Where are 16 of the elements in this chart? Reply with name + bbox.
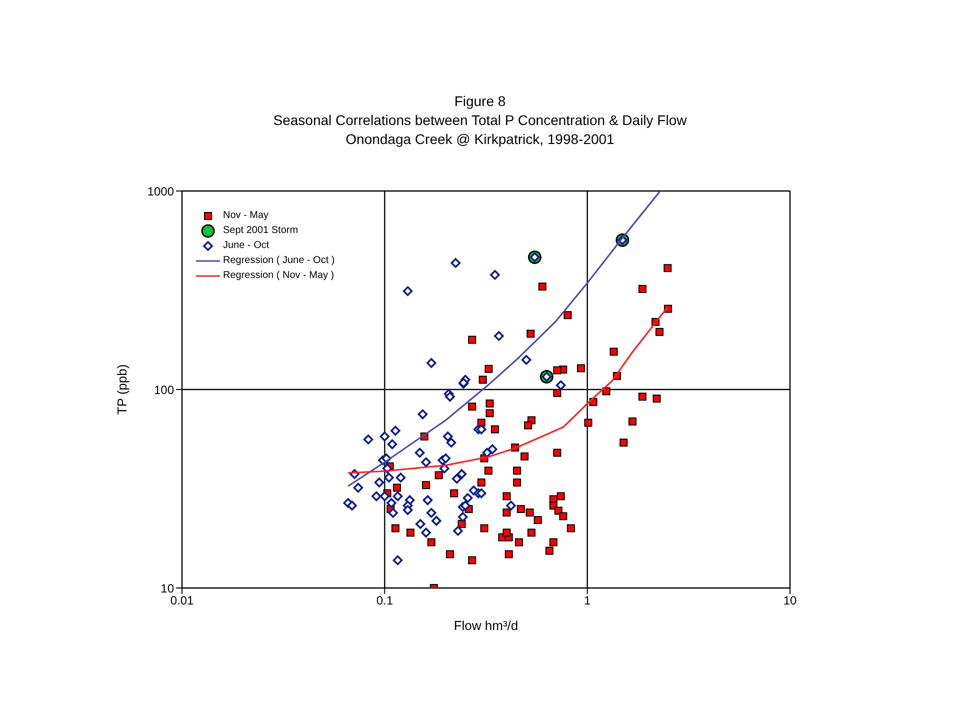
legend-label: June - Oct xyxy=(223,239,270,253)
legend-label: Regression ( Nov - May ) xyxy=(223,269,334,283)
legend-label: Regression ( June - Oct ) xyxy=(223,254,335,268)
y-tick-label: 100 xyxy=(154,382,174,397)
x-tick-label: 1 xyxy=(584,594,591,608)
legend-label: Nov - May xyxy=(223,209,269,223)
chart-subtitle: Seasonal Correlations between Total P Concentration & Daily Flow Onondaga Creek @ Kirkpatrick, 1998-2001 xyxy=(272,111,688,149)
y-axis-title: TP (ppb) xyxy=(114,364,130,415)
x-axis-title: Flow hm³/d xyxy=(454,618,518,633)
x-tick-label: 10 xyxy=(783,594,797,608)
x-tick-label: 0.01 xyxy=(170,594,194,608)
chart-title: Figure 8 xyxy=(453,92,507,111)
x-tick-label: 0.1 xyxy=(376,594,394,608)
y-tick-label: 1000 xyxy=(147,184,174,198)
y-tick-label: 10 xyxy=(160,581,174,596)
legend-label: Sept 2001 Storm xyxy=(223,224,298,238)
